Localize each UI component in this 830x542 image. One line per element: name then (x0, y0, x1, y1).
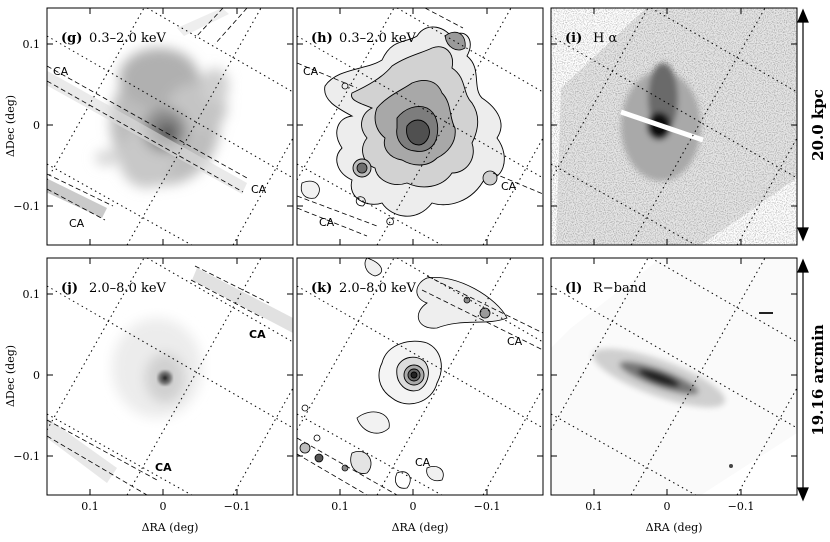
x-tick-j-3: −0.1 (224, 500, 251, 513)
x-tick-l-1: 0.1 (585, 500, 603, 513)
panel-i-frame (550, 7, 798, 246)
x-axis-panel-j: 0.1 0 −0.1 ΔRA (deg) (81, 500, 250, 534)
y-tick-top-3: −0.1 (13, 200, 40, 213)
panel-j-ticks (47, 258, 293, 495)
panel-j-ca-1: CA (249, 328, 266, 341)
x-axis-panel-l: 0.1 0 −0.1 ΔRA (deg) (585, 500, 754, 534)
panel-h-ca-1: CA (303, 65, 319, 78)
panel-i-coordinate-grid (551, 8, 797, 245)
x-tick-k-2: 0 (410, 500, 417, 513)
x-tick-k-1: 0.1 (331, 500, 349, 513)
panel-k-ca-regions (299, 258, 508, 489)
panel-i-band: H α (593, 31, 617, 46)
panel-l-band: R−band (593, 281, 646, 296)
panel-k-frame (296, 257, 544, 496)
panel-h-ticks (297, 8, 543, 245)
panel-l-ticks (551, 258, 797, 495)
y-tick-bottom-1: 0.1 (23, 288, 41, 301)
panel-k-band: 2.0–8.0 keV (339, 281, 417, 296)
panel-g-ticks (47, 8, 293, 245)
panel-g: (g) 0.3–2.0 keV CA CA CA (46, 7, 294, 246)
y-tick-bottom-3: −0.1 (13, 450, 40, 463)
panel-j-ca-boundaries (47, 265, 270, 495)
panel-g-frame (46, 7, 294, 246)
panel-k-ca-2: CA (415, 456, 431, 469)
panel-k-label: (k) (311, 281, 332, 296)
x-axis-panel-k: 0.1 0 −0.1 ΔRA (deg) (331, 500, 500, 534)
scale-bar-top (797, 8, 809, 242)
panel-g-coordinate-grid (47, 8, 293, 245)
panel-g-ca-1: CA (53, 65, 69, 78)
panel-l-galaxy (592, 348, 726, 408)
panel-j-label: (j) (61, 281, 78, 296)
x-axis-title-j: ΔRA (deg) (142, 521, 199, 534)
panel-l-star (729, 464, 733, 468)
panel-i-ticks (551, 8, 797, 245)
x-axis-title-l: ΔRA (deg) (646, 521, 703, 534)
panel-l-frame (550, 257, 798, 496)
panel-j-coordinate-grid (47, 258, 293, 495)
y-axis-top: 0.1 0 −0.1 ΔDec (deg) (4, 38, 40, 213)
y-tick-top-2: 0 (33, 119, 40, 132)
scale-label-top: 20.0 kpc (809, 89, 827, 161)
y-tick-top-1: 0.1 (23, 38, 41, 51)
panel-j-band: 2.0–8.0 keV (89, 281, 167, 296)
panel-j-emission (112, 318, 202, 418)
x-tick-j-2: 0 (160, 500, 167, 513)
panel-i-white-streak (620, 109, 704, 143)
panel-j-core (158, 371, 172, 385)
panel-j-ca-2: CA (155, 461, 172, 474)
panel-h-coordinate-grid (297, 8, 543, 245)
panel-g-ca-3: CA (69, 217, 85, 230)
panel-h-frame (296, 7, 544, 246)
panel-k-ca-1: CA (507, 335, 523, 348)
x-tick-l-3: −0.1 (728, 500, 755, 513)
panel-k-ticks (297, 258, 543, 495)
panel-i: (i) H α (550, 7, 798, 246)
scale-label-bottom: 19.16 arcmin (809, 324, 827, 436)
panel-h-emission (300, 26, 505, 226)
x-tick-k-3: −0.1 (474, 500, 501, 513)
panel-k-core-contours (378, 340, 442, 405)
panel-l-label: (l) (565, 281, 582, 296)
panel-i-label: (i) (565, 31, 582, 46)
y-axis-title-bottom: ΔDec (deg) (4, 345, 17, 407)
panel-g-ca-2: CA (251, 183, 267, 196)
panel-l: (l) R−band (550, 257, 798, 496)
panel-h-ca-3: CA (319, 216, 335, 229)
panel-k-ca-boundaries (297, 275, 543, 495)
panel-g-ca-boundaries (47, 8, 248, 221)
x-tick-j-1: 0.1 (81, 500, 99, 513)
panel-j-frame (46, 257, 294, 496)
panel-h: (h) 0.3–2.0 keV CA CA CA (296, 7, 544, 246)
panel-l-coordinate-grid (551, 258, 797, 495)
scale-bar-bottom (797, 258, 809, 502)
panel-h-label: (h) (311, 31, 333, 46)
panel-g-label: (g) (61, 31, 82, 46)
panel-h-band: 0.3–2.0 keV (339, 31, 417, 46)
y-axis-title-top: ΔDec (deg) (4, 95, 17, 157)
panel-k-coordinate-grid (297, 258, 543, 495)
panel-j: (j) 2.0–8.0 keV CA CA (46, 257, 294, 496)
y-tick-bottom-2: 0 (33, 369, 40, 382)
panel-k: (k) 2.0–8.0 keV CA CA (296, 257, 544, 496)
x-axis-title-k: ΔRA (deg) (392, 521, 449, 534)
panel-h-ca-2: CA (501, 180, 517, 193)
panel-g-band: 0.3–2.0 keV (89, 31, 167, 46)
y-axis-bottom: 0.1 0 −0.1 ΔDec (deg) (4, 288, 40, 463)
x-tick-l-2: 0 (664, 500, 671, 513)
